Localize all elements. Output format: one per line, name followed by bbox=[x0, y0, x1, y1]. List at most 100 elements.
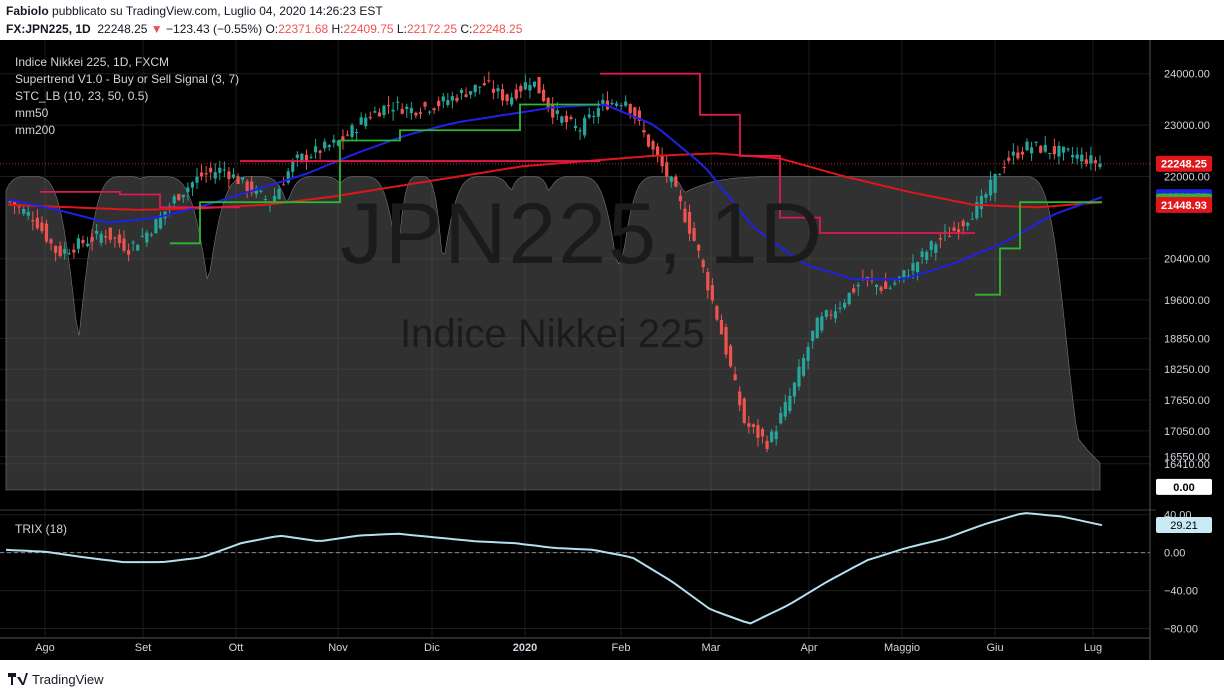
tradingview-brand[interactable]: TradingView bbox=[8, 672, 104, 687]
legend-stc[interactable]: STC_LB (10, 23, 50, 0.5) bbox=[15, 89, 149, 103]
price-tag bbox=[1156, 478, 1212, 495]
candle-body bbox=[505, 94, 509, 102]
candle-body bbox=[788, 395, 792, 411]
candle-body bbox=[687, 212, 692, 234]
tradingview-logo-icon bbox=[8, 673, 28, 685]
candle-body bbox=[792, 382, 797, 397]
y-tick-label: 17650.00 bbox=[1164, 395, 1210, 407]
candle-body bbox=[500, 89, 505, 101]
trix-tag-label: 29.21 bbox=[1170, 520, 1198, 532]
candle-body bbox=[843, 302, 847, 308]
candle-body bbox=[1075, 154, 1079, 159]
candle-body bbox=[22, 208, 26, 214]
open-value: 22371.68 bbox=[278, 22, 329, 36]
candle-body bbox=[633, 107, 637, 119]
low-label: L: bbox=[396, 22, 407, 36]
candle-body bbox=[54, 245, 58, 253]
candle-body bbox=[947, 236, 952, 238]
candle-body bbox=[414, 112, 418, 116]
candle-body bbox=[227, 171, 231, 180]
indicator-lines bbox=[0, 72, 1150, 625]
candle-body bbox=[263, 198, 267, 200]
candle-body bbox=[865, 277, 870, 279]
supertrend-down-line-3 bbox=[600, 72, 975, 234]
candle-body bbox=[231, 174, 236, 178]
candle-body bbox=[391, 109, 395, 112]
trix-line bbox=[5, 512, 1103, 625]
legend-supertrend[interactable]: Supertrend V1.0 - Buy or Sell Signal (3,… bbox=[15, 72, 240, 86]
candle-body bbox=[624, 101, 628, 106]
candle-body bbox=[646, 134, 651, 147]
candle-body bbox=[72, 249, 76, 253]
candle-body bbox=[85, 243, 90, 247]
candle-body bbox=[323, 141, 327, 149]
legend-mm50[interactable]: mm50 bbox=[15, 106, 49, 120]
x-tick-label: Ott bbox=[229, 642, 244, 654]
supertrend-up-line-1 bbox=[170, 103, 600, 245]
candle-body bbox=[259, 190, 263, 192]
y-tick-label: 19600.00 bbox=[1164, 295, 1210, 307]
candle-body bbox=[355, 131, 359, 133]
candle-body bbox=[514, 89, 518, 99]
candle-body bbox=[915, 262, 920, 272]
candle-body bbox=[669, 176, 673, 182]
candle-body bbox=[450, 96, 454, 101]
candle-body bbox=[76, 238, 81, 249]
candle-body bbox=[528, 84, 532, 91]
x-tick-label: Dic bbox=[424, 642, 440, 654]
candle-body bbox=[592, 115, 596, 117]
candle-body bbox=[117, 234, 122, 244]
candle-body bbox=[801, 358, 806, 376]
candle-body bbox=[199, 172, 204, 177]
candle-body bbox=[628, 104, 632, 114]
legend-title[interactable]: Indice Nikkei 225, 1D, FXCM bbox=[15, 55, 170, 69]
candle-body bbox=[1089, 155, 1093, 164]
watermark-name: Indice Nikkei 225 bbox=[400, 312, 705, 356]
candle-body bbox=[345, 134, 350, 136]
candle-body bbox=[564, 115, 569, 123]
high-value: 22409.75 bbox=[343, 22, 394, 36]
candle-body bbox=[806, 346, 810, 361]
candle-body bbox=[532, 81, 537, 87]
candle-body bbox=[272, 196, 277, 202]
candle-body bbox=[934, 244, 938, 253]
candle-body bbox=[131, 242, 135, 244]
candle-body bbox=[478, 86, 482, 88]
candle-body bbox=[1002, 167, 1006, 169]
candle-body bbox=[770, 431, 774, 442]
candle-body bbox=[364, 117, 368, 127]
candle-body bbox=[952, 227, 956, 231]
candle-body bbox=[596, 108, 600, 117]
candle-body bbox=[660, 155, 664, 167]
candle-body bbox=[282, 184, 286, 186]
x-tick-label: Apr bbox=[800, 642, 817, 654]
candle-body bbox=[765, 440, 769, 450]
candle-body bbox=[300, 153, 304, 161]
author-name[interactable]: Fabiolo bbox=[6, 4, 49, 18]
candle-body bbox=[811, 330, 815, 342]
candle-body bbox=[884, 281, 888, 289]
legend-mm200[interactable]: mm200 bbox=[15, 123, 56, 137]
y-tick-label: 18250.00 bbox=[1164, 364, 1210, 376]
candle-body bbox=[738, 391, 742, 406]
candle-body bbox=[797, 366, 801, 387]
candle-body bbox=[614, 103, 619, 106]
candle-body bbox=[747, 423, 751, 427]
candle-body bbox=[856, 284, 860, 287]
brand-name: TradingView bbox=[32, 672, 104, 687]
supertrend-up-line-2 bbox=[975, 201, 1102, 296]
candle-body bbox=[427, 111, 432, 113]
candle-body bbox=[400, 108, 404, 114]
candle-body bbox=[44, 223, 49, 242]
candle-body bbox=[309, 156, 313, 158]
candle-body bbox=[482, 83, 486, 86]
candle-body bbox=[656, 146, 660, 157]
candle-body bbox=[852, 288, 856, 293]
candle-body bbox=[1034, 141, 1038, 143]
candle-body bbox=[313, 146, 318, 153]
candle-body bbox=[81, 239, 85, 244]
price-tag-label: 22248.25 bbox=[1161, 159, 1207, 171]
price-chart[interactable]: Ago Set Ott Nov Dic 2020 Feb Mar Apr Maggio Giu Lug… bbox=[0, 40, 1224, 660]
trix-label[interactable]: TRIX (18) bbox=[15, 522, 68, 536]
candle-body bbox=[17, 206, 21, 208]
